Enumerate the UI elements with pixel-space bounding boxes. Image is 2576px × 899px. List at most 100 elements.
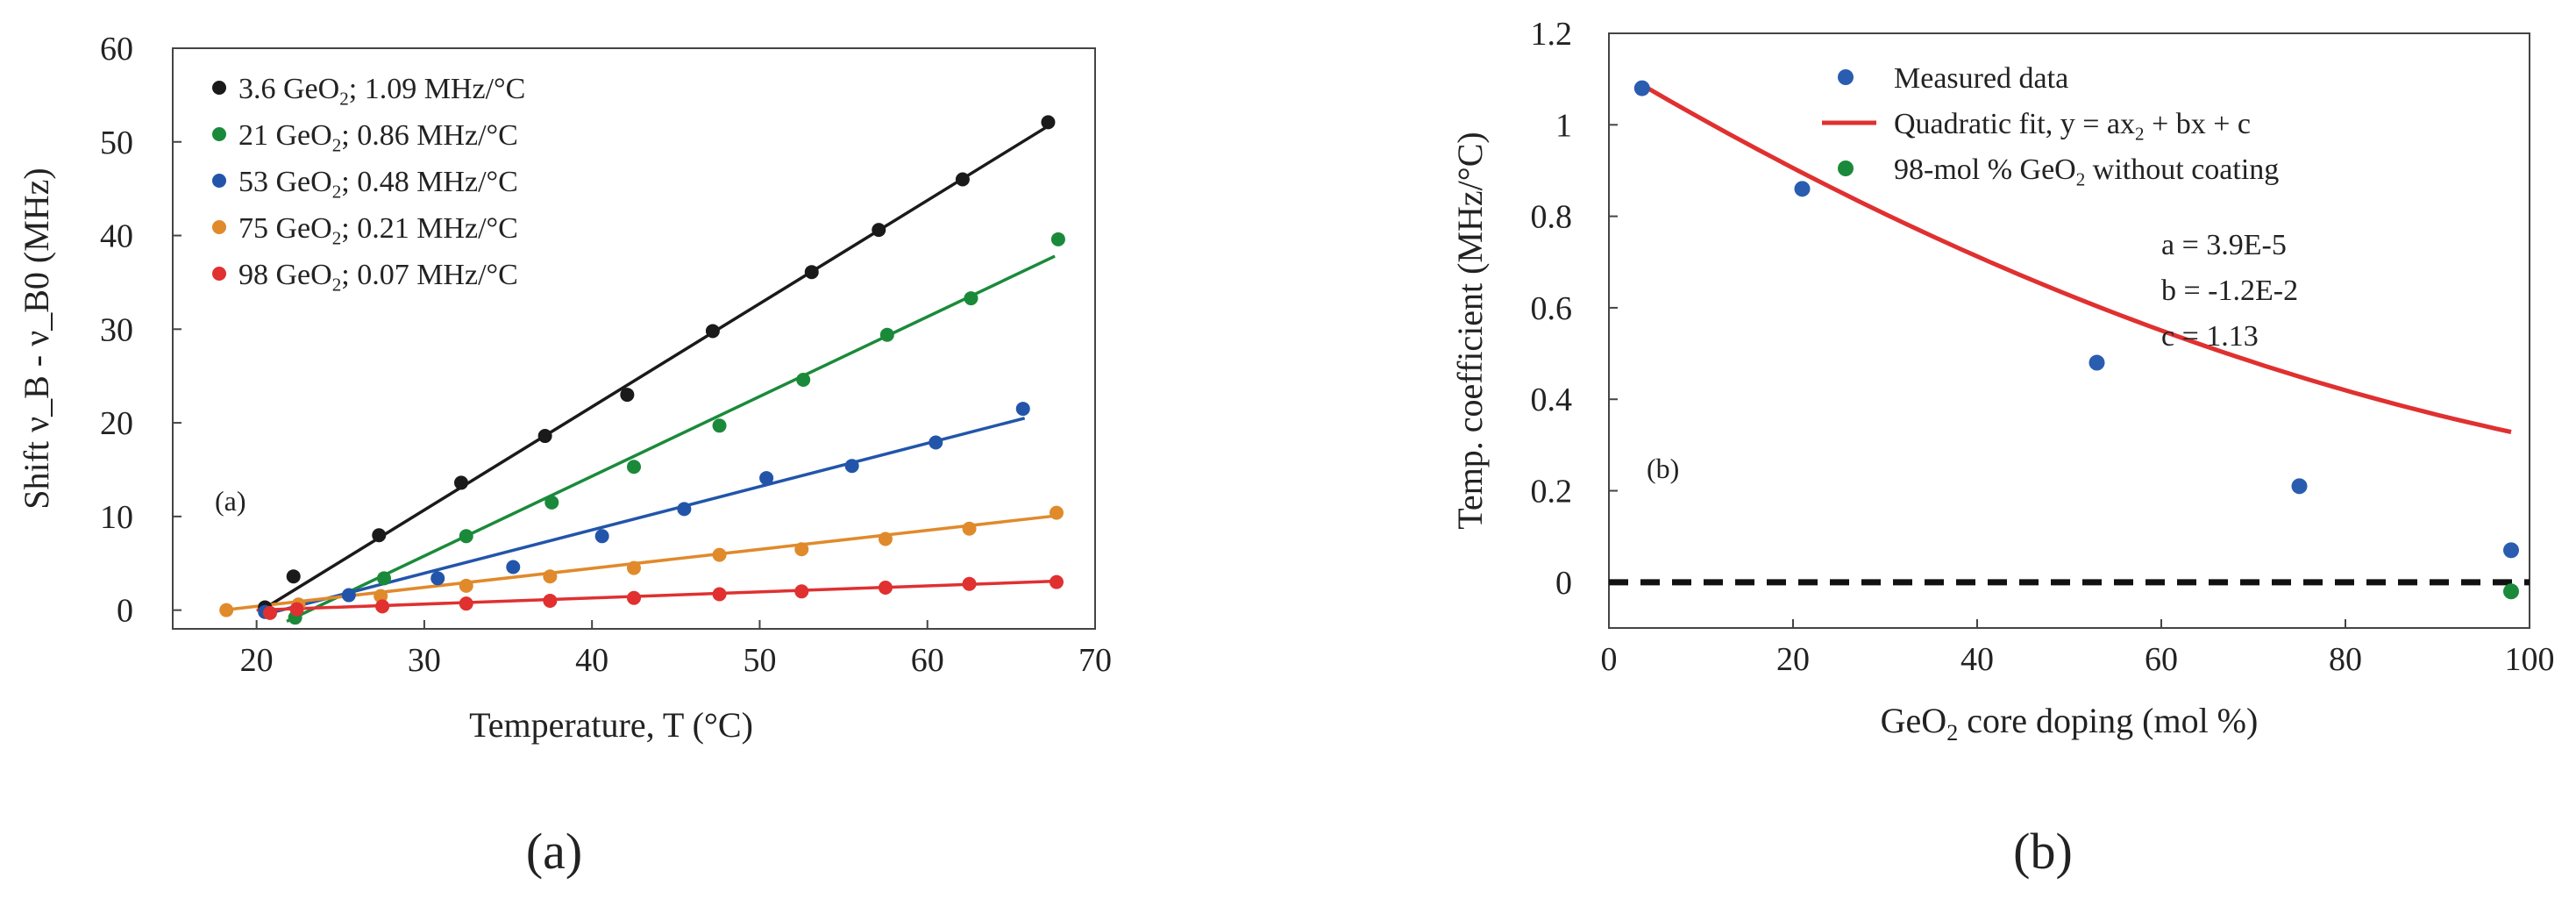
chart-b-data-point bbox=[2291, 478, 2308, 495]
chart-a-x-tick-label: 60 bbox=[911, 642, 944, 679]
chart-a-data-point bbox=[878, 581, 893, 596]
chart-a-data-point bbox=[627, 590, 641, 605]
chart-a-x-axis-title: Temperature, T (°C) bbox=[469, 705, 753, 745]
chart-a-legend-label: 3.6 GeO2; 1.09 MHz/°C bbox=[238, 73, 525, 109]
chart-a-data-point bbox=[929, 435, 943, 450]
chart-a-fit-line bbox=[223, 514, 1059, 612]
chart-a-data-point bbox=[705, 324, 720, 339]
chart-a-fit-line bbox=[260, 124, 1051, 612]
chart-b-quadratic-fit-curve bbox=[1640, 82, 2512, 434]
chart-b-plot-area bbox=[1608, 32, 2530, 629]
chart-a-axes: 20 30 40 50 60 70 0 10 20 30 40 50 60 bbox=[100, 31, 1112, 679]
chart-a-data-point bbox=[594, 529, 609, 544]
chart-a-data-point bbox=[341, 588, 356, 603]
chart-a-y-tick-label: 40 bbox=[100, 218, 133, 255]
chart-a-legend: 3.6 GeO2; 1.09 MHz/°C 21 GeO2; 0.86 MHz/°… bbox=[212, 73, 525, 295]
chart-a-data-point bbox=[844, 459, 859, 474]
chart-a-data-point bbox=[796, 372, 811, 387]
chart-a-legend-marker bbox=[212, 220, 226, 234]
chart-b-y-tick-label: 0.8 bbox=[1531, 199, 1573, 236]
chart-a-panel-label: (a) bbox=[215, 485, 246, 517]
chart-b-x-tick-label: 80 bbox=[2329, 641, 2362, 678]
caption-a: (a) bbox=[526, 823, 582, 880]
chart-a-data-point bbox=[286, 569, 301, 584]
chart-a-data-point bbox=[453, 475, 468, 490]
chart-a-y-tick-label: 10 bbox=[100, 499, 133, 536]
chart-b-x-tick-label: 100 bbox=[2505, 641, 2555, 678]
caption-b: (b) bbox=[2013, 823, 2073, 880]
chart-b-fit-parameters: a = 3.9E-5 b = -1.2E-2 c = 1.13 bbox=[2161, 229, 2298, 353]
chart-b-data-point bbox=[2089, 354, 2105, 371]
chart-a-fit-line bbox=[256, 579, 1058, 612]
chart-a-data-point bbox=[431, 571, 445, 586]
chart-a-data-point bbox=[759, 471, 774, 486]
chart-a-data-point bbox=[459, 596, 473, 611]
chart-b-fit-param: a = 3.9E-5 bbox=[2161, 229, 2287, 261]
chart-a-data-point bbox=[620, 388, 635, 403]
chart-b-legend-marker-uncoated bbox=[1838, 161, 1854, 176]
chart-b-data-point bbox=[2503, 583, 2519, 600]
chart-a-data-point bbox=[955, 172, 970, 187]
chart-b-x-tick-label: 40 bbox=[1960, 641, 1994, 678]
chart-a-x-tick-label: 40 bbox=[575, 642, 608, 679]
chart-b-panel-label: (b) bbox=[1647, 453, 1679, 484]
chart-a-x-tick-label: 20 bbox=[240, 642, 274, 679]
chart-a-data-point bbox=[374, 589, 388, 603]
chart-a-data-point bbox=[375, 599, 390, 614]
chart-b-fit-param: c = 1.13 bbox=[2161, 320, 2259, 353]
chart-a-data-point bbox=[1015, 402, 1030, 417]
chart-b-y-tick-label: 0.4 bbox=[1531, 382, 1573, 418]
chart-a-data-point bbox=[1050, 574, 1064, 589]
chart-b-fit-param: b = -1.2E-2 bbox=[2161, 275, 2298, 307]
chart-a-data-point bbox=[712, 587, 727, 602]
chart-a-legend-marker bbox=[212, 267, 226, 281]
chart-a-data-point bbox=[459, 578, 473, 593]
chart-a-data-point bbox=[372, 528, 387, 543]
chart-b-y-tick-label: 0 bbox=[1555, 565, 1572, 602]
chart-a-data-point bbox=[627, 460, 641, 474]
chart-a-legend-marker bbox=[212, 127, 226, 141]
chart-a-data-point bbox=[1050, 232, 1065, 246]
chart-a-y-tick-label: 60 bbox=[100, 31, 133, 68]
chart-a-data-point bbox=[804, 265, 819, 280]
chart-a-data-point bbox=[627, 560, 641, 575]
chart-a-x-tick-label: 70 bbox=[1078, 642, 1112, 679]
chart-a-y-tick-label: 0 bbox=[117, 593, 133, 630]
chart-b-y-tick-label: 0.2 bbox=[1531, 474, 1573, 510]
chart-b-data-point bbox=[1794, 181, 1811, 197]
chart-b-y-axis-title: Temp. coefficient (MHz/°C) bbox=[1450, 132, 1490, 529]
chart-a-data-point bbox=[289, 602, 304, 617]
chart-a-y-tick-label: 20 bbox=[100, 405, 133, 442]
chart-a-data-point bbox=[262, 605, 277, 620]
chart-a-data-point bbox=[544, 495, 559, 510]
chart-a-data-point bbox=[872, 223, 886, 238]
chart-b-fit-curve bbox=[1640, 82, 2512, 434]
chart-b-axes: 0 20 40 60 80 100 0 0.2 0.4 0.6 0.8 1 1.2 bbox=[1531, 16, 2555, 678]
chart-a-points bbox=[219, 115, 1065, 625]
chart-b-x-tick-label: 60 bbox=[2145, 641, 2178, 678]
chart-a-legend-marker bbox=[212, 174, 226, 188]
chart-b-data-point bbox=[2503, 542, 2519, 559]
chart-a-x-tick-label: 50 bbox=[743, 642, 776, 679]
chart-a-data-point bbox=[543, 593, 558, 608]
chart-a-fit-line bbox=[286, 254, 1056, 624]
chart-a-y-axis-title: Shift ν_B - ν_B0 (MHz) bbox=[17, 168, 56, 510]
chart-b-y-tick-label: 0.6 bbox=[1531, 290, 1573, 327]
chart-a-data-point bbox=[537, 429, 552, 444]
chart-a-legend-label: 53 GeO2; 0.48 MHz/°C bbox=[238, 166, 518, 202]
chart-a-data-point bbox=[962, 521, 977, 536]
chart-a-legend-label: 98 GeO2; 0.07 MHz/°C bbox=[238, 259, 518, 295]
chart-b-x-tick-label: 0 bbox=[1601, 641, 1618, 678]
chart-a-data-point bbox=[794, 584, 809, 599]
chart-a-data-point bbox=[219, 603, 234, 617]
chart-a-data-point bbox=[1041, 115, 1056, 130]
chart-b-legend-label-fit: Quadratic fit, y = ax2 + bx + c bbox=[1894, 108, 2251, 144]
chart-b: 0 20 40 60 80 100 0 0.2 0.4 0.6 0.8 1 1.2 Measured d… bbox=[1450, 16, 2555, 746]
chart-b-y-tick-label: 1.2 bbox=[1531, 16, 1573, 53]
chart-a-y-tick-label: 50 bbox=[100, 125, 133, 161]
chart-a-plot-area bbox=[172, 47, 1096, 630]
chart-b-x-axis-title: GeO2 core doping (mol %) bbox=[1881, 701, 2259, 746]
chart-b-legend-marker-measured bbox=[1838, 69, 1854, 85]
chart-a-data-point bbox=[712, 418, 727, 433]
